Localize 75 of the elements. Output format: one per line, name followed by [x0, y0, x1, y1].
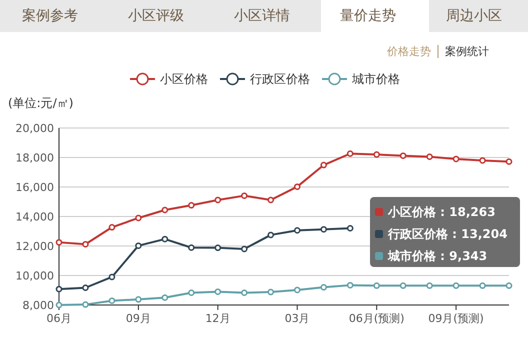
- annotation: 小区价格 : 18,263: [387, 205, 496, 219]
- point: [373, 151, 380, 158]
- point: [294, 183, 300, 190]
- point: [135, 242, 142, 249]
- point: [400, 152, 406, 159]
- y-tick-label: 8,000: [22, 299, 54, 312]
- text: 小区评级: [128, 8, 184, 24]
- annotation: 城市价格 : 9,343: [387, 249, 488, 263]
- x-tick-label: 12月: [205, 312, 230, 325]
- point: [426, 154, 433, 160]
- y-tick-label: 18,000: [16, 152, 54, 164]
- point: [188, 202, 195, 209]
- point: [162, 294, 168, 301]
- point: [108, 274, 116, 280]
- point: [241, 192, 248, 199]
- point: [56, 286, 62, 292]
- point: [135, 296, 142, 303]
- point: [214, 244, 222, 252]
- point: [346, 150, 354, 157]
- tooltip: 小区价格 : 18,263 行政区价格 : 13,204 城市价格 : 9,343: [370, 197, 520, 267]
- x-tick-label: 09月(预测): [428, 312, 484, 325]
- y-tick-label: 12,000: [16, 240, 54, 253]
- point: [135, 214, 142, 222]
- point: [108, 224, 116, 231]
- point: [162, 236, 168, 242]
- point: [400, 282, 406, 289]
- legend-label: 城市价格: [351, 72, 400, 86]
- point: [162, 206, 168, 214]
- text: 案例参考: [22, 7, 78, 24]
- y-tick-label: 16,000: [16, 181, 54, 194]
- point: [82, 284, 89, 291]
- text: 价格走势: [386, 45, 431, 58]
- point: [108, 297, 116, 304]
- point: [506, 282, 512, 289]
- x-tick-label: 03月: [284, 312, 310, 325]
- annotation: 行政区价格 : 13,204: [387, 227, 508, 241]
- point: [241, 290, 248, 296]
- point: [320, 284, 327, 291]
- point: [294, 286, 300, 294]
- point: [268, 196, 274, 204]
- legend-label: 行政区价格: [250, 72, 310, 86]
- point: [268, 288, 274, 296]
- point: [241, 246, 248, 252]
- point: [346, 282, 354, 288]
- point: [214, 196, 222, 204]
- text: 周边小区: [446, 8, 502, 24]
- point: [452, 156, 460, 162]
- point: [82, 301, 89, 308]
- point: [479, 282, 486, 289]
- point: [506, 158, 512, 165]
- point: [82, 240, 89, 248]
- legend-label: 小区价格: [160, 72, 208, 86]
- point: [320, 162, 327, 168]
- text: 量价走势: [340, 8, 396, 24]
- text: 小区详情: [234, 8, 290, 24]
- x-tick-label: 06月(预测): [348, 312, 404, 325]
- point: [56, 239, 62, 246]
- y-tick-label: 20,000: [16, 122, 54, 135]
- point: [479, 157, 486, 164]
- point: [373, 282, 380, 289]
- text: 案例统计: [445, 45, 489, 58]
- y-tick-label: 10,000: [16, 270, 54, 282]
- point: [346, 224, 354, 232]
- point: [214, 288, 222, 295]
- y-tick-label: 14,000: [16, 210, 54, 224]
- x-tick-label: 09月: [126, 312, 151, 325]
- point: [294, 227, 300, 234]
- point: [426, 282, 433, 289]
- y-axis-title: (单位:元/㎡): [8, 96, 74, 110]
- point: [320, 226, 327, 233]
- point: [452, 282, 460, 289]
- point: [188, 244, 195, 251]
- x-tick-label: 06月: [46, 312, 72, 325]
- point: [268, 232, 274, 238]
- point: [188, 290, 195, 296]
